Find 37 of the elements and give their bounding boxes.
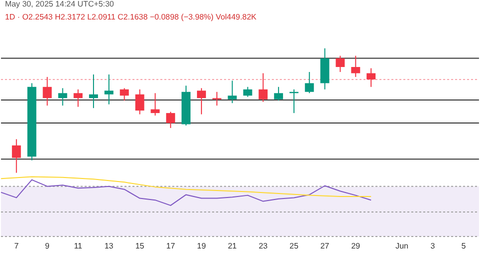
x-tick-label: 13 <box>104 241 114 250</box>
candlestick <box>104 74 114 105</box>
x-tick-label: 9 <box>45 241 50 250</box>
candlestick <box>74 88 83 108</box>
candlestick <box>304 71 314 94</box>
candlestick <box>120 88 129 102</box>
x-tick-label: 27 <box>320 241 330 250</box>
candlestick <box>42 76 52 106</box>
x-tick-label: 29 <box>351 241 361 250</box>
x-tick-label: 15 <box>135 241 145 250</box>
x-tick-label: 7 <box>14 241 20 250</box>
candlestick <box>196 88 206 115</box>
text: 1D · O2.2543 H2.3172 L2.0911 C2.1638 −0.0898 (−3.98%) Vol449.82K <box>4 12 258 22</box>
candlestick <box>135 88 144 115</box>
candlestick <box>258 72 268 102</box>
candlestick <box>212 91 222 106</box>
x-tick-label: 25 <box>290 241 299 250</box>
candlestick <box>351 55 360 78</box>
x-tick-label: 11 <box>74 241 83 250</box>
candlestick <box>150 92 160 116</box>
text: May 30, 2025 14:24 UTC+5:30 <box>4 0 115 8</box>
x-tick-label: 21 <box>228 241 238 250</box>
x-tick-label: 23 <box>258 241 268 250</box>
candlestick <box>12 138 21 174</box>
candlestick <box>89 74 98 109</box>
candlestick <box>228 80 237 104</box>
x-tick-label: 3 <box>430 241 436 250</box>
candlestick <box>366 68 376 88</box>
candlestick <box>243 86 252 98</box>
x-tick-label: 19 <box>197 241 206 250</box>
candlestick <box>274 86 284 102</box>
candlestick <box>166 111 176 128</box>
candlestick <box>58 88 68 106</box>
candlestick <box>336 55 345 72</box>
x-tick-label: 17 <box>166 241 176 250</box>
x-tick-label: Jun <box>395 241 408 250</box>
x-tick-label: 5 <box>461 241 466 250</box>
